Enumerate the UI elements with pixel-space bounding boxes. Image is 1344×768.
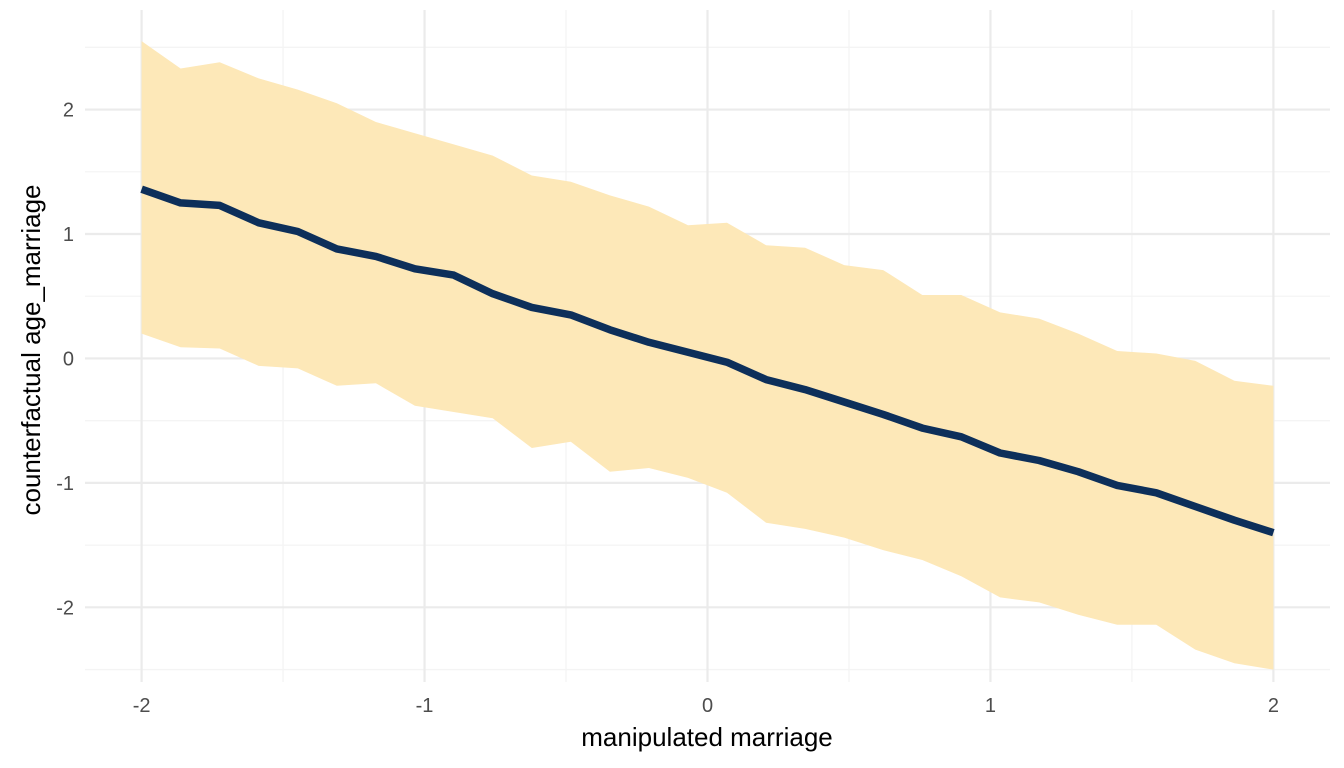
x-tick-label: -2 xyxy=(133,695,151,717)
x-tick-label: 2 xyxy=(1268,695,1279,717)
x-axis-title: manipulated marriage xyxy=(581,722,832,752)
x-tick-label: -1 xyxy=(416,695,434,717)
y-tick-label: -2 xyxy=(56,597,74,619)
x-tick-label: 1 xyxy=(985,695,996,717)
x-tick-label: 0 xyxy=(702,695,713,717)
y-tick-labels: -2 -1 0 1 2 xyxy=(56,100,74,620)
mean-line xyxy=(140,185,1275,537)
y-tick-label: -1 xyxy=(56,473,74,495)
y-axis-title: counterfactual age_marriage xyxy=(16,185,46,516)
y-tick-label: 1 xyxy=(63,224,74,246)
y-tick-label: 0 xyxy=(63,348,74,370)
y-tick-label: 2 xyxy=(63,100,74,122)
mean-line-layer xyxy=(140,185,1275,537)
x-tick-labels: -2 -1 0 1 2 xyxy=(133,695,1279,717)
